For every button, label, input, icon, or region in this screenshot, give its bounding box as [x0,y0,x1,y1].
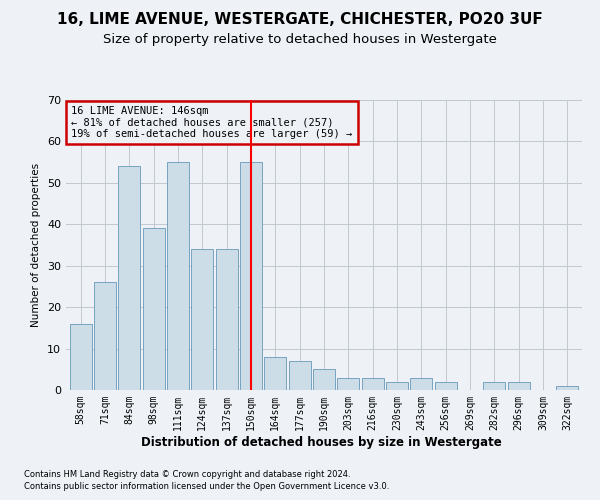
Bar [265,357,286,390]
Bar [70,324,92,390]
Bar [167,162,189,390]
Text: 16, LIME AVENUE, WESTERGATE, CHICHESTER, PO20 3UF: 16, LIME AVENUE, WESTERGATE, CHICHESTER,… [57,12,543,28]
Bar [508,382,530,390]
Bar [337,378,359,390]
Bar [386,382,408,390]
Bar [215,249,238,390]
Bar [191,249,213,390]
Bar [435,382,457,390]
Text: Size of property relative to detached houses in Westergate: Size of property relative to detached ho… [103,32,497,46]
Bar [556,386,578,390]
Bar [410,378,433,390]
Bar [143,228,164,390]
Bar [362,378,383,390]
Bar [240,162,262,390]
Bar [118,166,140,390]
Bar [289,361,311,390]
Bar [94,282,116,390]
Text: 16 LIME AVENUE: 146sqm
← 81% of detached houses are smaller (257)
19% of semi-de: 16 LIME AVENUE: 146sqm ← 81% of detached… [71,106,352,139]
Text: Distribution of detached houses by size in Westergate: Distribution of detached houses by size … [140,436,502,449]
Y-axis label: Number of detached properties: Number of detached properties [31,163,41,327]
Text: Contains HM Land Registry data © Crown copyright and database right 2024.: Contains HM Land Registry data © Crown c… [24,470,350,479]
Bar [484,382,505,390]
Text: Contains public sector information licensed under the Open Government Licence v3: Contains public sector information licen… [24,482,389,491]
Bar [313,370,335,390]
